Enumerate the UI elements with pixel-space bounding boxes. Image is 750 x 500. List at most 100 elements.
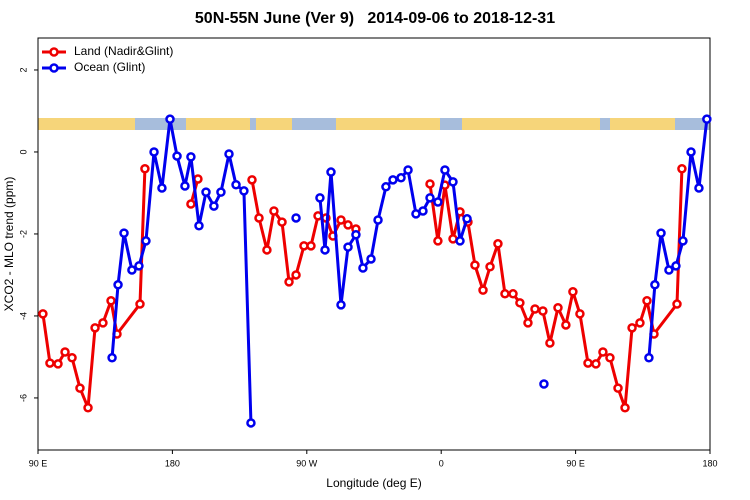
data-point (425, 193, 435, 203)
data-point (553, 302, 563, 313)
data-point (90, 323, 100, 333)
data-point (388, 175, 398, 185)
data-point (38, 309, 48, 319)
data-point (269, 206, 279, 216)
data-point (336, 300, 346, 310)
chart-title: 50N-55N June (Ver 9) 2014-09-06 to 2018-… (195, 10, 555, 27)
data-point (291, 213, 301, 223)
data-point (403, 165, 413, 175)
land-band (256, 118, 292, 130)
mask-band (38, 118, 710, 130)
data-point (277, 217, 287, 227)
y-tick-label: -6 (18, 394, 28, 402)
x-tick-label: 0 (439, 458, 444, 468)
x-tick-label: 180 (702, 458, 717, 468)
data-point (433, 236, 443, 246)
data-point (127, 265, 137, 275)
data-point (583, 358, 593, 368)
x-tick-label: 90 E (566, 458, 585, 468)
data-point (575, 309, 585, 319)
data-point (644, 353, 654, 363)
data-point (254, 213, 264, 223)
data-point (485, 262, 495, 272)
land-band (610, 118, 675, 130)
data-point (627, 323, 637, 333)
data-point (315, 193, 325, 203)
data-point (135, 299, 145, 309)
data-point (677, 164, 687, 174)
y-tick-label: -2 (18, 230, 28, 238)
legend-label: Land (Nadir&Glint) (74, 44, 173, 58)
data-point (462, 214, 472, 224)
data-point (231, 180, 241, 190)
data-point (508, 289, 518, 299)
x-axis-label: Longitude (deg E) (326, 476, 421, 490)
data-point (455, 236, 465, 246)
data-point (650, 280, 660, 290)
data-point (186, 152, 196, 162)
data-point (180, 181, 190, 191)
data-point (201, 187, 211, 197)
y-tick-label: 2 (18, 67, 28, 72)
data-point (239, 186, 249, 196)
data-point (493, 239, 503, 249)
land-band (38, 118, 135, 130)
land-band (462, 118, 600, 130)
data-point (694, 183, 704, 193)
data-point (702, 114, 712, 124)
data-point (686, 147, 696, 157)
data-point (671, 261, 681, 271)
data-point (343, 242, 353, 252)
data-point (247, 175, 257, 185)
data-point (186, 199, 196, 209)
data-point (433, 197, 443, 207)
data-point (642, 296, 652, 306)
data-point (530, 304, 540, 314)
data-point (246, 418, 256, 428)
data-point (134, 261, 144, 271)
data-point (381, 182, 391, 192)
data-point (568, 287, 578, 297)
y-tick-label: 0 (18, 149, 28, 154)
data-point (358, 263, 368, 273)
x-tick-label: 90 W (296, 458, 318, 468)
data-point (291, 270, 301, 280)
data-point (262, 245, 272, 255)
data-point (373, 215, 383, 225)
data-point (425, 179, 435, 189)
data-point (284, 277, 294, 287)
data-point (193, 174, 203, 184)
data-point (539, 379, 549, 389)
data-point (672, 299, 682, 309)
data-point (113, 280, 123, 290)
land-band (186, 118, 250, 130)
data-point (478, 285, 488, 295)
data-point (209, 201, 219, 211)
data-point (448, 177, 458, 187)
data-point (664, 265, 674, 275)
data-point (45, 358, 55, 368)
data-point (620, 403, 630, 413)
data-point (635, 318, 645, 328)
data-point (141, 236, 151, 246)
land-band (336, 118, 440, 130)
series-line (250, 179, 357, 284)
data-point (613, 383, 623, 393)
data-point (500, 289, 510, 299)
data-point (605, 353, 615, 363)
series-line (428, 168, 684, 410)
series-line (41, 168, 147, 410)
data-point (598, 347, 608, 357)
data-point (515, 298, 525, 308)
data-point (107, 353, 117, 363)
data-point (216, 187, 226, 197)
data-point (172, 151, 182, 161)
data-point (306, 241, 316, 251)
data-point (591, 359, 601, 369)
data-point (351, 230, 361, 240)
y-tick-label: -4 (18, 312, 28, 320)
data-point (470, 260, 480, 270)
data-point (326, 167, 336, 177)
